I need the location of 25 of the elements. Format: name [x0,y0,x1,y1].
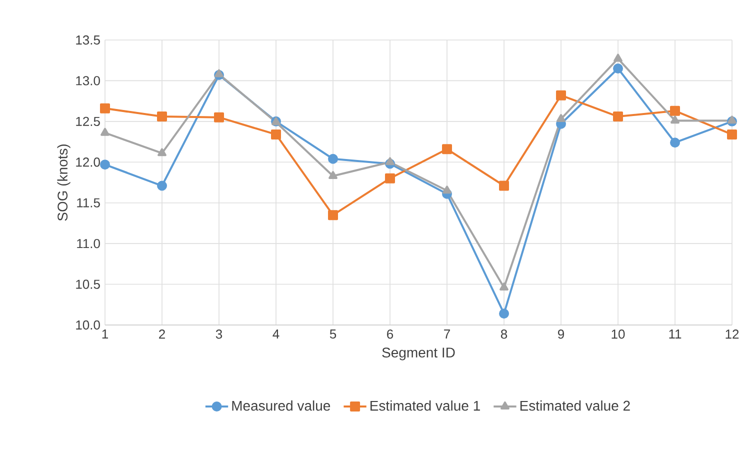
x-axis-title: Segment ID [382,348,455,360]
y-tick-label: 11.5 [77,198,100,208]
x-tick-label: 2 [159,330,165,339]
y-tick-label: 11.0 [77,238,100,248]
legend-label: Estimated value 2 [520,400,630,411]
y-tick-label: 13.5 [76,35,100,45]
y-tick-label: 10.0 [76,320,100,330]
x-tick-label: 5 [330,330,336,339]
legend-label: Estimated value 1 [370,400,480,411]
x-tick-label: 3 [216,330,222,339]
x-tick-label: 9 [558,330,564,339]
x-tick-label: 12 [726,330,739,339]
x-tick-label: 10 [612,330,625,339]
x-tick-label: 11 [669,330,682,338]
y-tick-label: 13.0 [76,76,100,86]
x-tick-label: 4 [272,330,280,338]
legend-label: Measured value [232,400,330,411]
y-axis-title: SOG (knots) [57,144,70,221]
x-tick-label: 7 [444,330,450,338]
y-tick-label: 10.5 [76,280,100,289]
y-tick-label: 12.5 [76,116,100,126]
y-tick-label: 12.0 [76,158,100,167]
x-tick-label: 8 [500,330,508,339]
x-tick-label: 1 [102,330,108,338]
x-tick-label: 6 [387,330,394,339]
